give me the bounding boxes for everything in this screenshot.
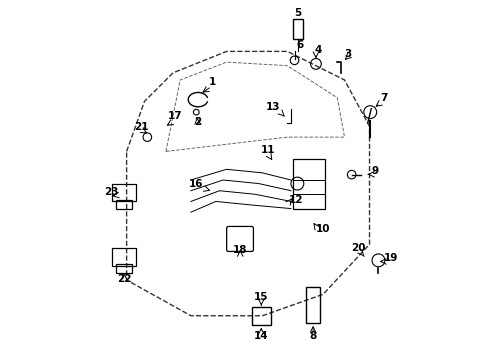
- Text: 7: 7: [379, 93, 386, 103]
- Text: 18: 18: [232, 245, 247, 255]
- Text: 12: 12: [288, 195, 303, 205]
- Text: 10: 10: [315, 224, 330, 234]
- Text: 21: 21: [133, 122, 148, 132]
- Text: 6: 6: [296, 40, 303, 50]
- Text: 3: 3: [344, 49, 351, 59]
- Bar: [292, 158, 324, 208]
- Bar: [251, 307, 271, 325]
- Text: 15: 15: [254, 292, 268, 302]
- Text: 9: 9: [370, 166, 378, 176]
- Bar: [116, 264, 132, 273]
- Text: 19: 19: [383, 253, 397, 264]
- Bar: [116, 200, 132, 208]
- Bar: [305, 287, 320, 323]
- Bar: [112, 248, 135, 266]
- Text: 4: 4: [313, 45, 321, 55]
- Text: 11: 11: [260, 145, 274, 155]
- Text: 20: 20: [351, 243, 366, 253]
- Text: 8: 8: [309, 331, 316, 341]
- Text: 1: 1: [208, 77, 216, 87]
- Text: 2: 2: [194, 117, 201, 127]
- Bar: [292, 19, 303, 39]
- Text: 22: 22: [117, 274, 131, 284]
- Text: 23: 23: [104, 187, 119, 197]
- Text: 17: 17: [167, 111, 182, 121]
- Text: 5: 5: [294, 8, 301, 18]
- Bar: [112, 184, 135, 202]
- Text: 13: 13: [265, 102, 280, 112]
- Text: 16: 16: [188, 179, 203, 189]
- Text: 14: 14: [253, 331, 268, 341]
